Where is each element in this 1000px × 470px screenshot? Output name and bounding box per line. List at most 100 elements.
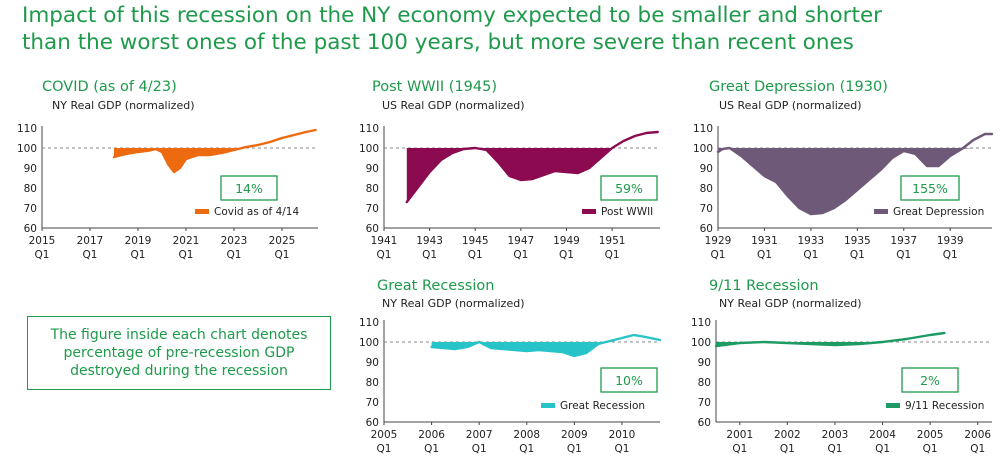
x-tick-sublabel: Q1 xyxy=(377,249,392,261)
x-tick-label: 2021 xyxy=(173,235,200,247)
x-tick-label: 2004 xyxy=(869,429,896,441)
y-tick-label: 110 xyxy=(359,123,379,135)
y-tick-label: 60 xyxy=(24,223,37,235)
x-tick-sublabel: Q1 xyxy=(605,249,620,261)
chart-panel-5: 9/11 Recession NY Real GDP (normalized) 60… xyxy=(691,278,992,455)
x-tick-label: 2001 xyxy=(726,429,753,441)
x-tick-label: 2023 xyxy=(221,235,248,247)
y-tick-label: 80 xyxy=(366,183,379,195)
x-tick-label: 2002 xyxy=(774,429,801,441)
x-tick-sublabel: Q1 xyxy=(780,443,795,455)
x-tick-sublabel: Q1 xyxy=(519,443,534,455)
footnote-box: The figure inside each chart denotes per… xyxy=(27,316,331,390)
y-tick-label: 60 xyxy=(700,223,713,235)
x-tick-label: 1945 xyxy=(462,235,489,247)
legend-swatch xyxy=(195,209,209,214)
chart-title: Great Depression (1930) xyxy=(709,79,888,95)
x-tick-label: 1933 xyxy=(798,235,825,247)
y-tick-label: 80 xyxy=(24,183,37,195)
x-tick-sublabel: Q1 xyxy=(179,249,194,261)
x-tick-label: 1931 xyxy=(751,235,778,247)
y-tick-label: 110 xyxy=(17,123,37,135)
x-tick-sublabel: Q1 xyxy=(227,249,242,261)
chart-title: 9/11 Recession xyxy=(709,278,819,294)
legend-swatch xyxy=(886,403,900,408)
headline: Impact of this recession on the NY econo… xyxy=(22,2,992,56)
x-tick-label: 1941 xyxy=(371,235,398,247)
x-tick-label: 1943 xyxy=(416,235,443,247)
x-tick-sublabel: Q1 xyxy=(943,249,958,261)
y-tick-label: 100 xyxy=(693,143,713,155)
y-tick-label: 90 xyxy=(24,163,37,175)
legend-label: Great Recession xyxy=(560,400,645,412)
x-tick-sublabel: Q1 xyxy=(513,249,528,261)
x-tick-label: 2007 xyxy=(466,429,493,441)
x-tick-sublabel: Q1 xyxy=(875,443,890,455)
x-tick-sublabel: Q1 xyxy=(559,249,574,261)
x-tick-label: 2005 xyxy=(371,429,398,441)
series-line xyxy=(112,128,317,174)
y-tick-label: 110 xyxy=(359,317,379,329)
x-tick-label: 2015 xyxy=(29,235,56,247)
y-tick-label: 90 xyxy=(366,357,379,369)
x-tick-sublabel: Q1 xyxy=(970,443,985,455)
x-tick-label: 2017 xyxy=(77,235,104,247)
x-tick-sublabel: Q1 xyxy=(614,443,629,455)
legend-swatch xyxy=(541,403,555,408)
callout-percentage: 2% xyxy=(920,373,940,388)
x-tick-sublabel: Q1 xyxy=(567,443,582,455)
chart-panel-2: Post WWII (1945) US Real GDP (normalized)… xyxy=(359,79,660,261)
x-tick-sublabel: Q1 xyxy=(422,249,437,261)
x-tick-sublabel: Q1 xyxy=(275,249,290,261)
y-tick-label: 60 xyxy=(366,417,379,429)
x-tick-label: 2005 xyxy=(917,429,944,441)
y-tick-label: 60 xyxy=(698,417,711,429)
recession-area xyxy=(718,148,992,214)
y-tick-label: 60 xyxy=(366,223,379,235)
chart-title: Post WWII (1945) xyxy=(372,79,497,95)
series-line xyxy=(405,130,659,204)
headline-line-1: Impact of this recession on the NY econo… xyxy=(22,3,883,28)
x-tick-sublabel: Q1 xyxy=(711,249,726,261)
y-tick-label: 80 xyxy=(698,377,711,389)
callout-percentage: 59% xyxy=(615,181,643,196)
x-tick-label: 1947 xyxy=(507,235,534,247)
callout-box xyxy=(900,175,960,201)
chart-subtitle: NY Real GDP (normalized) xyxy=(52,99,194,112)
callout-box xyxy=(901,367,959,393)
chart-title: Great Recession xyxy=(377,278,494,294)
y-tick-label: 70 xyxy=(366,397,379,409)
headline-line-2: than the worst ones of the past 100 year… xyxy=(22,30,854,55)
legend-label: Great Depression xyxy=(893,206,984,218)
legend-label: Covid as of 4/14 xyxy=(214,206,299,218)
chart-subtitle: US Real GDP (normalized) xyxy=(719,99,862,112)
y-tick-label: 100 xyxy=(691,337,711,349)
y-tick-label: 80 xyxy=(700,183,713,195)
chart-panel-3: Great Depression (1930) US Real GDP (norm… xyxy=(693,79,994,261)
series-line xyxy=(714,331,946,348)
y-tick-label: 110 xyxy=(691,317,711,329)
legend-label: 9/11 Recession xyxy=(905,400,984,412)
x-tick-label: 2003 xyxy=(822,429,849,441)
series-line xyxy=(430,333,662,358)
x-tick-label: 1935 xyxy=(844,235,871,247)
y-tick-label: 70 xyxy=(24,203,37,215)
x-tick-sublabel: Q1 xyxy=(732,443,747,455)
callout-percentage: 14% xyxy=(235,181,263,196)
x-tick-sublabel: Q1 xyxy=(377,443,392,455)
x-tick-label: 2006 xyxy=(964,429,991,441)
callout-box xyxy=(600,175,658,201)
x-tick-sublabel: Q1 xyxy=(757,249,772,261)
x-tick-label: 2006 xyxy=(418,429,445,441)
y-tick-label: 100 xyxy=(359,337,379,349)
x-tick-label: 2025 xyxy=(269,235,296,247)
x-tick-label: 2010 xyxy=(609,429,636,441)
chart-subtitle: NY Real GDP (normalized) xyxy=(382,297,524,310)
chart-panel-4: Great Recession NY Real GDP (normalized) 6… xyxy=(359,278,662,455)
x-tick-label: 2019 xyxy=(125,235,152,247)
x-tick-label: 2009 xyxy=(561,429,588,441)
x-tick-sublabel: Q1 xyxy=(850,249,865,261)
chart-subtitle: NY Real GDP (normalized) xyxy=(719,297,861,310)
x-tick-label: 1929 xyxy=(705,235,732,247)
